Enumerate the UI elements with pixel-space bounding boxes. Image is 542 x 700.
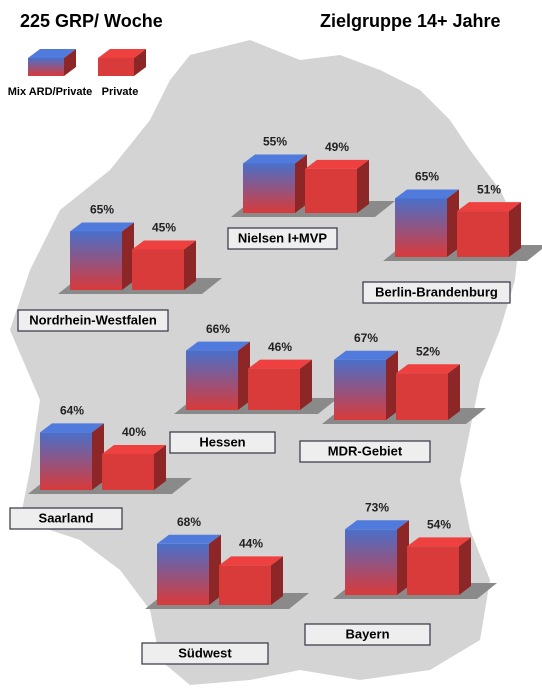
region-label: Berlin-Brandenburg (375, 284, 498, 299)
data-label: 46% (268, 340, 292, 354)
region-box (299, 440, 431, 463)
bar-top (40, 423, 104, 433)
data-label: 64% (60, 404, 84, 418)
bar-top (396, 364, 460, 374)
bar-side (459, 537, 471, 595)
bar-top (243, 154, 307, 164)
region-label: Nordrhein-Westfalen (29, 312, 157, 327)
bar (305, 168, 357, 213)
region-box (362, 281, 511, 304)
bar-top (334, 350, 398, 360)
chart-title: 225 GRP/ Woche (20, 11, 163, 31)
bar-side (64, 49, 76, 76)
bar (395, 198, 447, 257)
region-box (227, 227, 338, 250)
bar-top (248, 359, 312, 369)
legend-label: Private (102, 86, 139, 98)
region-label: Südwest (178, 645, 232, 660)
data-label: 54% (427, 518, 451, 532)
bar-top (98, 49, 146, 58)
bar-side (509, 202, 521, 257)
bar (345, 529, 397, 595)
bar-side (154, 445, 166, 490)
region-box (304, 623, 431, 646)
bar-side (134, 49, 146, 76)
bar-side (397, 520, 409, 595)
bar (186, 350, 238, 410)
bar-top (345, 520, 409, 530)
bar (457, 211, 509, 257)
bar-side (300, 359, 312, 410)
data-label: 65% (415, 170, 439, 184)
region-box (169, 431, 276, 454)
data-label: 73% (365, 500, 389, 514)
data-label: 66% (206, 322, 230, 336)
bar-side (271, 556, 283, 605)
bar-top (157, 534, 221, 544)
bar (157, 543, 209, 605)
region-label: Hessen (199, 434, 245, 449)
bar-side (357, 159, 369, 213)
region-label: MDR-Gebiet (328, 443, 403, 458)
legend-swatch (28, 58, 64, 76)
data-label: 65% (90, 203, 114, 217)
bar-side (122, 222, 134, 290)
bar-side (386, 350, 398, 420)
bar (334, 359, 386, 420)
bar-top (219, 556, 283, 566)
data-label: 51% (477, 182, 501, 196)
data-label: 44% (239, 537, 263, 551)
bar (132, 249, 184, 290)
bar-top (305, 159, 369, 169)
bar (407, 546, 459, 595)
bar (219, 565, 271, 605)
data-label: 40% (122, 425, 146, 439)
legend-label: Mix ARD/Private (8, 86, 93, 98)
region-label: Nielsen I+MVP (238, 230, 328, 245)
data-label: 68% (177, 515, 201, 529)
legend-swatch (98, 58, 134, 76)
data-label: 45% (152, 221, 176, 235)
bar (396, 373, 448, 420)
bar (102, 454, 154, 490)
bar-side (92, 423, 104, 490)
data-label: 67% (354, 331, 378, 345)
bar (248, 368, 300, 410)
region-box (9, 507, 123, 530)
region-label: Bayern (345, 626, 389, 641)
data-label: 49% (325, 140, 349, 154)
bar-top (132, 240, 196, 250)
chart-subtitle: Zielgruppe 14+ Jahre (320, 11, 501, 31)
data-label: 55% (263, 135, 287, 149)
bar-top (457, 202, 521, 212)
bar-top (102, 445, 166, 454)
region-label: Saarland (39, 510, 94, 525)
bar (243, 163, 295, 213)
bar-top (407, 537, 471, 547)
bar-top (70, 222, 134, 232)
bar-side (184, 240, 196, 290)
bar (40, 432, 92, 490)
bar-top (186, 341, 250, 351)
bar-side (209, 534, 221, 605)
region-box (17, 309, 169, 332)
bar-side (447, 189, 459, 257)
data-label: 52% (416, 344, 440, 358)
bar-top (395, 189, 459, 199)
bar-side (295, 154, 307, 213)
bar (70, 231, 122, 290)
bar-side (238, 341, 250, 410)
bar-side (448, 364, 460, 420)
region-box (141, 642, 269, 665)
bar-top (28, 49, 76, 58)
